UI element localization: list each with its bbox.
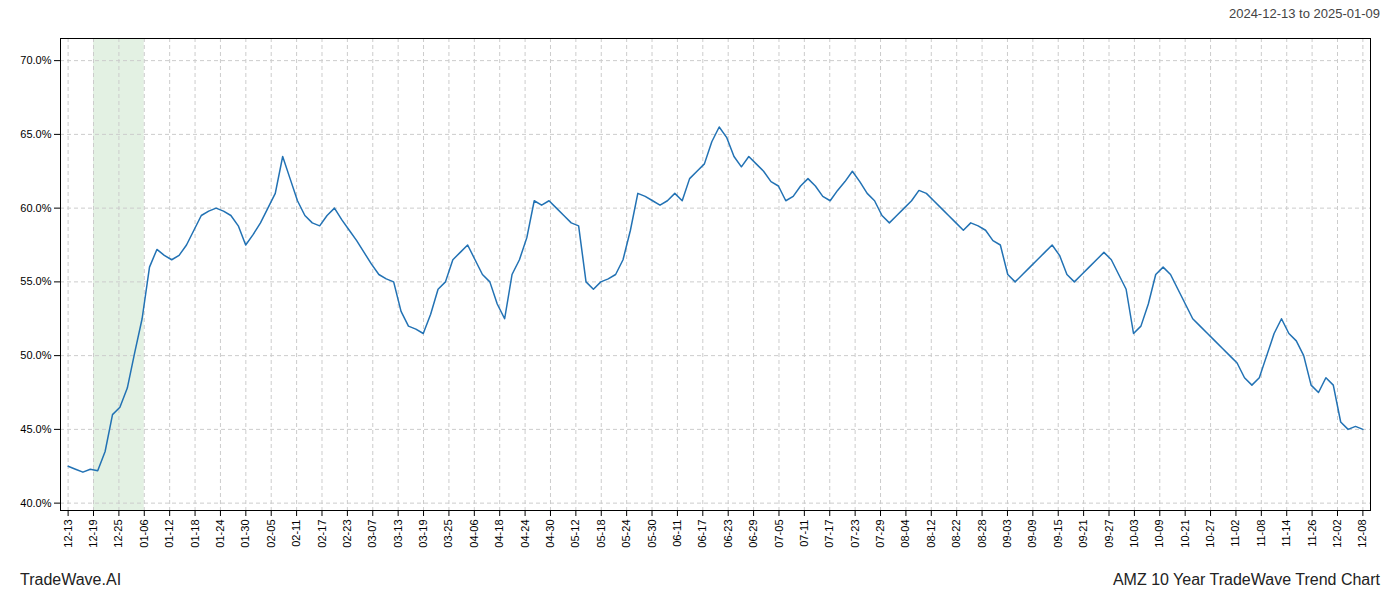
svg-text:01-24: 01-24 — [214, 520, 226, 548]
svg-text:12-25: 12-25 — [112, 520, 124, 548]
svg-text:02-23: 02-23 — [341, 520, 353, 548]
svg-text:06-23: 06-23 — [722, 520, 734, 548]
svg-text:12-19: 12-19 — [87, 520, 99, 548]
svg-text:09-03: 09-03 — [1001, 520, 1013, 548]
svg-text:65.0%: 65.0% — [20, 128, 51, 140]
svg-text:08-22: 08-22 — [950, 520, 962, 548]
svg-text:12-02: 12-02 — [1331, 520, 1343, 548]
svg-text:03-13: 03-13 — [392, 520, 404, 548]
svg-text:60.0%: 60.0% — [20, 202, 51, 214]
svg-text:10-09: 10-09 — [1153, 520, 1165, 548]
svg-text:01-18: 01-18 — [189, 520, 201, 548]
svg-text:03-07: 03-07 — [366, 520, 378, 548]
svg-text:10-21: 10-21 — [1179, 520, 1191, 548]
svg-text:02-05: 02-05 — [265, 520, 277, 548]
svg-text:06-11: 06-11 — [671, 520, 683, 547]
html-text:TradeWave.AI: TradeWave.AI — [20, 571, 122, 588]
svg-text:06-17: 06-17 — [696, 520, 708, 548]
svg-text:09-21: 09-21 — [1077, 520, 1089, 548]
svg-text:04-18: 04-18 — [493, 520, 505, 548]
svg-text:02-11: 02-11 — [290, 520, 302, 547]
svg-text:01-06: 01-06 — [138, 520, 150, 548]
svg-text:05-12: 05-12 — [569, 520, 581, 548]
svg-text:09-09: 09-09 — [1026, 520, 1038, 548]
svg-text:70.0%: 70.0% — [20, 54, 51, 66]
svg-text:10-27: 10-27 — [1204, 520, 1216, 548]
svg-text:07-23: 07-23 — [849, 520, 861, 548]
svg-text:50.0%: 50.0% — [20, 349, 51, 361]
svg-text:02-17: 02-17 — [316, 520, 328, 548]
svg-text:08-12: 08-12 — [925, 520, 937, 548]
svg-text:07-29: 07-29 — [874, 520, 886, 548]
html-text:AMZ 10 Year TradeWave Trend Ch: AMZ 10 Year TradeWave Trend Chart — [1112, 571, 1380, 588]
svg-text:40.0%: 40.0% — [20, 497, 51, 509]
svg-text:12-08: 12-08 — [1356, 520, 1368, 548]
svg-text:55.0%: 55.0% — [20, 275, 51, 287]
svg-text:11-08: 11-08 — [1255, 520, 1267, 547]
svg-text:07-17: 07-17 — [823, 520, 835, 548]
svg-text:04-24: 04-24 — [519, 520, 531, 548]
svg-text:01-30: 01-30 — [239, 520, 251, 548]
html-text:2024-12-13 to 2025-01-09: 2024-12-13 to 2025-01-09 — [1228, 5, 1380, 21]
svg-text:08-04: 08-04 — [899, 520, 911, 548]
svg-text:05-18: 05-18 — [595, 520, 607, 548]
svg-text:08-28: 08-28 — [976, 520, 988, 548]
svg-text:05-24: 05-24 — [620, 520, 632, 548]
svg-text:10-03: 10-03 — [1128, 520, 1140, 548]
svg-text:01-12: 01-12 — [163, 520, 175, 548]
svg-text:03-25: 03-25 — [442, 520, 454, 548]
svg-text:05-30: 05-30 — [646, 520, 658, 548]
svg-text:07-05: 07-05 — [772, 520, 784, 548]
svg-text:45.0%: 45.0% — [20, 423, 51, 435]
svg-text:04-30: 04-30 — [544, 520, 556, 548]
svg-text:09-15: 09-15 — [1052, 520, 1064, 548]
svg-text:04-06: 04-06 — [468, 520, 480, 548]
svg-text:06-29: 06-29 — [747, 520, 759, 548]
svg-text:09-27: 09-27 — [1103, 520, 1115, 548]
svg-text:03-19: 03-19 — [417, 520, 429, 548]
svg-text:07-11: 07-11 — [798, 520, 810, 547]
svg-text:11-14: 11-14 — [1280, 520, 1292, 547]
svg-text:12-13: 12-13 — [62, 520, 74, 548]
svg-text:11-26: 11-26 — [1306, 520, 1318, 547]
svg-text:11-02: 11-02 — [1229, 520, 1241, 547]
